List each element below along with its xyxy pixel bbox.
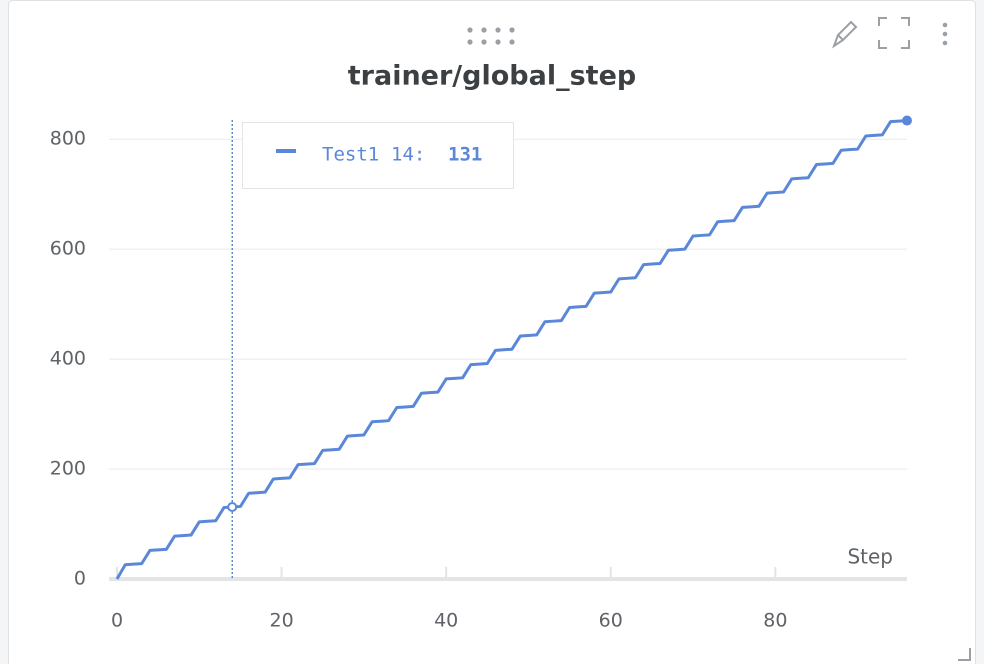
fullscreen-icon[interactable] xyxy=(878,17,910,49)
y-tick-label: 200 xyxy=(50,458,86,480)
hover-point xyxy=(227,501,238,512)
x-tick-label: 60 xyxy=(599,610,623,632)
x-tick-label: 40 xyxy=(434,610,458,632)
tooltip-value: 131 xyxy=(448,144,482,166)
x-axis-label: Step xyxy=(847,545,893,569)
y-tick-label: 800 xyxy=(50,128,86,150)
resize-handle[interactable] xyxy=(958,648,971,661)
y-tick-label: 600 xyxy=(50,238,86,260)
legend-series-name: Test1 xyxy=(322,144,379,166)
line-series xyxy=(115,119,908,580)
x-tick-label: 80 xyxy=(763,610,787,632)
panel-card xyxy=(8,0,976,664)
menu-icon[interactable] xyxy=(942,22,948,46)
x-tick-label: 20 xyxy=(269,610,293,632)
end-point xyxy=(902,115,912,126)
chart-title: trainer/global_step xyxy=(348,61,636,92)
drag-handle[interactable] xyxy=(467,27,515,45)
tooltip-box xyxy=(242,122,514,189)
y-tick-label: 0 xyxy=(74,568,86,590)
tooltip-step: 14: xyxy=(391,144,425,166)
edit-icon[interactable] xyxy=(832,20,858,49)
y-tick-label: 400 xyxy=(50,348,86,370)
x-tick-label: 0 xyxy=(111,610,123,632)
